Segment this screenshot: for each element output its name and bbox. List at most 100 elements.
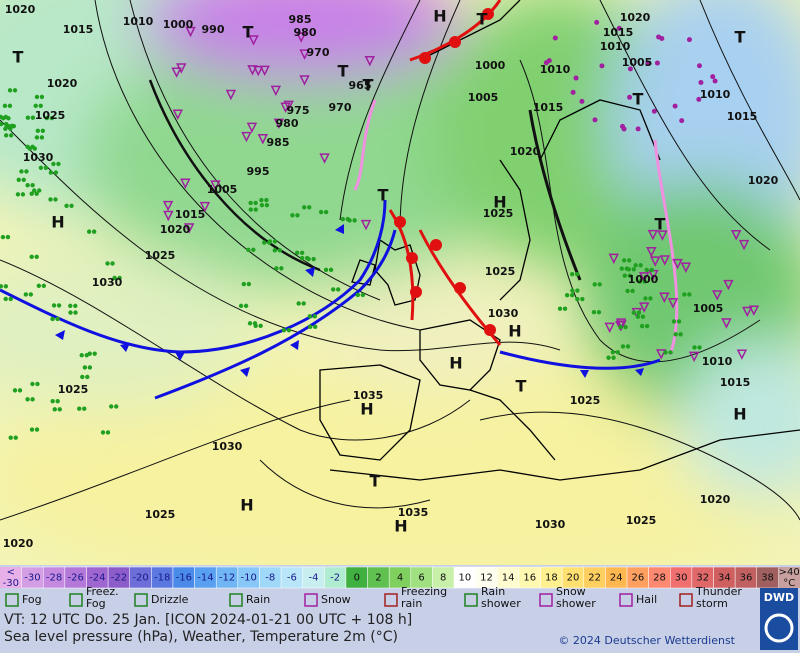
rain-symbol xyxy=(1,116,6,121)
scale-label: 0 xyxy=(354,573,360,584)
rain-symbol xyxy=(301,301,306,306)
pressure-label: 970 xyxy=(307,46,330,59)
rain-symbol xyxy=(8,133,14,138)
shower-symbol xyxy=(736,349,748,360)
rain-symbol xyxy=(638,263,643,268)
shower-symbol xyxy=(273,118,285,130)
pressure-label: 1015 xyxy=(63,23,94,36)
snow-symbol xyxy=(592,117,598,123)
shower-symbol xyxy=(360,219,372,231)
pressure-label: 1020 xyxy=(160,223,191,236)
rain-symbol xyxy=(312,324,318,330)
scale-label: 4 xyxy=(397,573,403,584)
scale-label: -10 xyxy=(240,573,256,584)
rain-symbol xyxy=(631,310,637,315)
rain-symbol xyxy=(246,281,252,287)
snow-symbol xyxy=(686,37,692,43)
rain-symbol xyxy=(671,319,677,324)
shower-symbol xyxy=(185,26,196,38)
rain-symbol xyxy=(87,365,93,370)
pressure-label: 1015 xyxy=(175,208,206,221)
rain-symbol xyxy=(33,103,38,108)
rain-symbol xyxy=(648,296,653,301)
pressure-label: 1035 xyxy=(353,389,384,402)
scale-label: 18 xyxy=(545,573,558,584)
rain-symbol xyxy=(73,303,78,309)
pressure-label: 1020 xyxy=(620,11,651,24)
rain-symbol xyxy=(302,205,307,210)
rain-symbol xyxy=(38,165,44,170)
shower-symbol xyxy=(172,109,183,120)
pressure-label: 1030 xyxy=(535,518,566,531)
scale-label: 38 xyxy=(761,573,774,584)
rain-symbol xyxy=(52,407,57,412)
rain-symbol xyxy=(0,121,4,127)
rain-symbol xyxy=(615,350,621,355)
rain-symbol xyxy=(77,406,82,411)
shower-symbol xyxy=(657,230,668,241)
rain-symbol xyxy=(4,123,9,129)
rain-symbol xyxy=(48,197,53,202)
rain-symbol xyxy=(259,197,264,203)
legend-icon xyxy=(5,593,19,607)
rain-symbol xyxy=(610,350,616,355)
pressure-label: 1010 xyxy=(123,15,154,28)
rain-symbol xyxy=(8,435,13,440)
rain-symbol xyxy=(25,144,30,150)
rain-symbol xyxy=(697,345,702,350)
pressure-label: 1000 xyxy=(475,59,506,72)
isobars xyxy=(0,0,800,521)
legend-icon xyxy=(304,593,318,607)
rain-symbol xyxy=(597,282,602,287)
pressure-label: 980 xyxy=(294,26,317,39)
snow-symbol xyxy=(616,25,622,31)
rain-symbol xyxy=(17,388,23,393)
rain-symbol xyxy=(274,266,279,271)
rain-symbol xyxy=(91,229,97,234)
rain-symbol xyxy=(41,283,47,288)
scale-label: -20 xyxy=(132,573,148,584)
pressure-system: H xyxy=(360,400,373,419)
shower-symbol xyxy=(319,153,330,164)
shower-symbol xyxy=(608,253,619,265)
snow-symbol xyxy=(635,126,641,132)
rain-symbol xyxy=(80,374,85,380)
scale-label: 16 xyxy=(523,573,536,584)
shower-symbol xyxy=(364,55,376,67)
scale-label: -6 xyxy=(287,573,297,584)
rain-symbol xyxy=(663,350,668,355)
pressure-label: 1000 xyxy=(163,18,194,31)
rain-symbol xyxy=(336,287,341,292)
legend-label: Drizzle xyxy=(151,593,189,606)
rain-symbol xyxy=(299,255,305,261)
rain-symbol xyxy=(569,271,575,277)
pressure-system: H xyxy=(394,517,407,536)
shower-symbol xyxy=(680,262,692,273)
pressure-system: H xyxy=(240,496,253,515)
pressure-label: 1010 xyxy=(600,40,631,53)
shower-symbol xyxy=(183,223,195,234)
rain-symbol xyxy=(36,283,42,288)
snow-symbol xyxy=(710,74,716,80)
rain-symbol xyxy=(7,88,13,93)
scale-label: -16 xyxy=(176,573,192,584)
pressure-label: 1035 xyxy=(398,506,429,519)
rain-symbol xyxy=(0,234,6,240)
rain-symbol xyxy=(294,250,300,256)
rain-symbol xyxy=(619,266,624,271)
legend-icon xyxy=(384,593,398,607)
rain-symbol xyxy=(625,288,630,294)
scale-label: 20 xyxy=(567,573,580,584)
pressure-label: 1025 xyxy=(35,109,66,122)
shower-symbol xyxy=(248,35,259,46)
legend-label: Rain shower xyxy=(481,585,521,610)
legend-label: Rain xyxy=(246,593,270,606)
pressure-system: T xyxy=(243,23,254,42)
rain-symbol xyxy=(82,365,88,370)
shower-symbol xyxy=(659,292,670,303)
pressure-label: 1025 xyxy=(485,265,516,278)
scale-label: 30 xyxy=(675,573,688,584)
shower-symbol xyxy=(646,246,657,258)
